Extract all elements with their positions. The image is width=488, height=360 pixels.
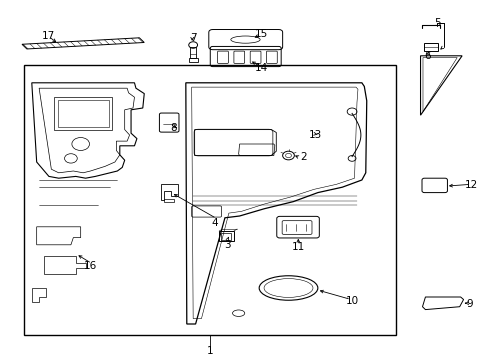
Text: 13: 13	[308, 130, 322, 140]
Text: 4: 4	[211, 218, 218, 228]
Bar	[190, 47, 196, 58]
Text: 14: 14	[254, 63, 268, 73]
Bar	[163, 199, 173, 202]
Text: 6: 6	[424, 51, 430, 61]
Text: 5: 5	[433, 18, 440, 28]
Text: 10: 10	[345, 296, 358, 306]
Text: 8: 8	[170, 123, 177, 133]
Text: 15: 15	[254, 29, 268, 39]
Bar	[219, 231, 233, 241]
Bar	[221, 233, 230, 240]
Text: 3: 3	[224, 240, 230, 250]
Bar	[188, 58, 197, 62]
Text: 17: 17	[42, 31, 56, 41]
Bar	[24, 65, 395, 335]
Text: 16: 16	[83, 261, 97, 271]
Bar	[54, 97, 112, 130]
Text: 11: 11	[291, 242, 305, 252]
Text: 7: 7	[189, 33, 196, 43]
Bar	[424, 43, 437, 51]
Text: 9: 9	[465, 299, 472, 309]
Bar	[58, 100, 108, 127]
Text: 2: 2	[299, 152, 306, 162]
Text: 12: 12	[464, 180, 478, 190]
Text: 1: 1	[206, 346, 213, 356]
